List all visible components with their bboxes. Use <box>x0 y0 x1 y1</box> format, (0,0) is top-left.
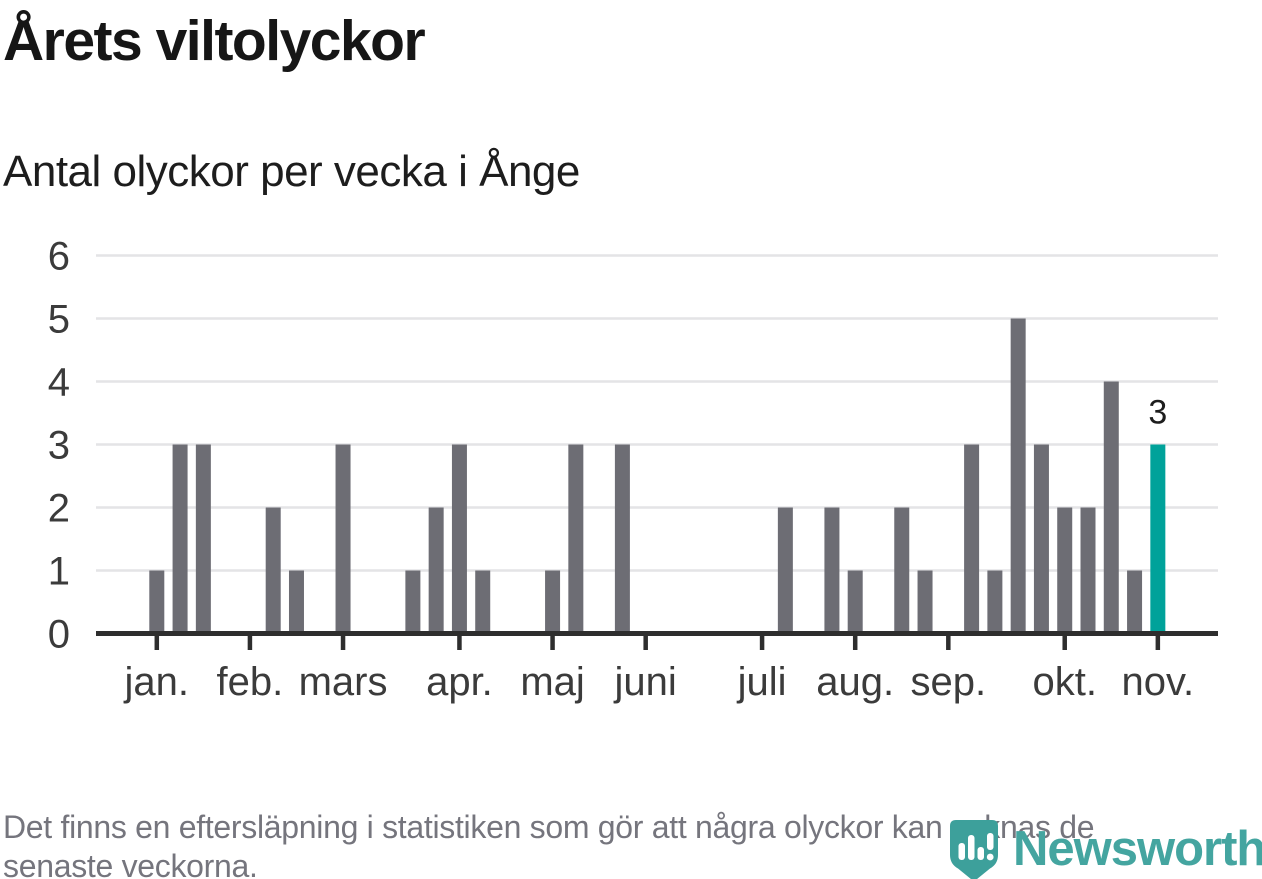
bar <box>149 570 165 635</box>
month-tick <box>550 636 555 650</box>
y-axis-label: 1 <box>48 550 70 594</box>
bar <box>917 570 933 635</box>
footer-note-line2: senaste veckorna. <box>3 848 258 879</box>
bar <box>614 444 630 635</box>
month-tick <box>340 636 346 650</box>
x-axis-line <box>96 631 1218 636</box>
month-label: juni <box>614 660 677 704</box>
bar <box>405 570 421 635</box>
bar <box>1103 381 1119 635</box>
bar <box>545 570 561 635</box>
bar <box>172 444 188 635</box>
bar <box>1127 570 1143 635</box>
y-axis-label: 5 <box>48 298 70 342</box>
month-tick <box>457 636 462 650</box>
bar <box>451 444 467 635</box>
value-label: 3 <box>1148 394 1167 432</box>
y-axis-label: 4 <box>48 361 70 405</box>
month-label: juli <box>737 660 787 704</box>
month-tick <box>247 636 253 650</box>
bar <box>568 444 584 635</box>
bar <box>964 444 980 635</box>
bar <box>335 444 351 635</box>
grid-line <box>96 380 1218 383</box>
bar <box>894 507 910 635</box>
chart-subtitle: Antal olyckor per vecka i Ånge <box>3 147 580 196</box>
grid-line <box>96 317 1218 320</box>
bar <box>987 570 1003 635</box>
bar <box>777 507 793 635</box>
y-axis-label: 2 <box>48 487 70 531</box>
bar <box>288 570 304 635</box>
grid-line <box>96 506 1218 509</box>
highlighted-bar <box>1150 444 1166 635</box>
month-label: mars <box>299 660 388 704</box>
bar <box>1057 507 1073 635</box>
month-label: apr. <box>426 660 493 704</box>
y-axis-label: 3 <box>48 424 70 468</box>
month-label: feb. <box>217 660 284 704</box>
bar <box>428 507 444 635</box>
bar <box>475 570 491 635</box>
month-label: sep. <box>911 660 987 704</box>
bar <box>1033 444 1049 635</box>
bar <box>265 507 281 635</box>
y-axis-label: 6 <box>48 235 70 279</box>
month-tick <box>1062 636 1067 650</box>
bar <box>1080 507 1096 635</box>
grid-line <box>96 443 1218 446</box>
month-label: maj <box>520 660 584 704</box>
month-tick <box>154 636 160 650</box>
footer-note: Det finns en eftersläpning i statistiken… <box>3 808 1262 879</box>
month-tick <box>1155 636 1161 650</box>
page-title: Årets viltolyckor <box>3 9 426 73</box>
month-tick <box>946 636 951 650</box>
month-label: jan. <box>124 660 190 704</box>
footer-note-line1: Det finns en eftersläpning i statistiken… <box>3 809 1095 845</box>
newsworthy-logo: Newsworthy <box>950 816 1262 879</box>
newsworthy-shield-icon <box>950 820 998 879</box>
month-label: aug. <box>816 660 894 704</box>
grid-line <box>96 569 1218 572</box>
y-axis-label: 0 <box>48 613 70 657</box>
bar <box>195 444 211 635</box>
month-tick <box>759 636 765 650</box>
month-label: nov. <box>1122 660 1195 704</box>
bar <box>1010 318 1026 635</box>
month-tick <box>852 636 858 650</box>
month-tick <box>643 636 648 650</box>
bar <box>824 507 840 635</box>
month-label: okt. <box>1032 660 1096 704</box>
newsworthy-wordmark: Newsworthy <box>1013 822 1262 876</box>
bar <box>847 570 863 635</box>
grid-line <box>96 254 1218 257</box>
